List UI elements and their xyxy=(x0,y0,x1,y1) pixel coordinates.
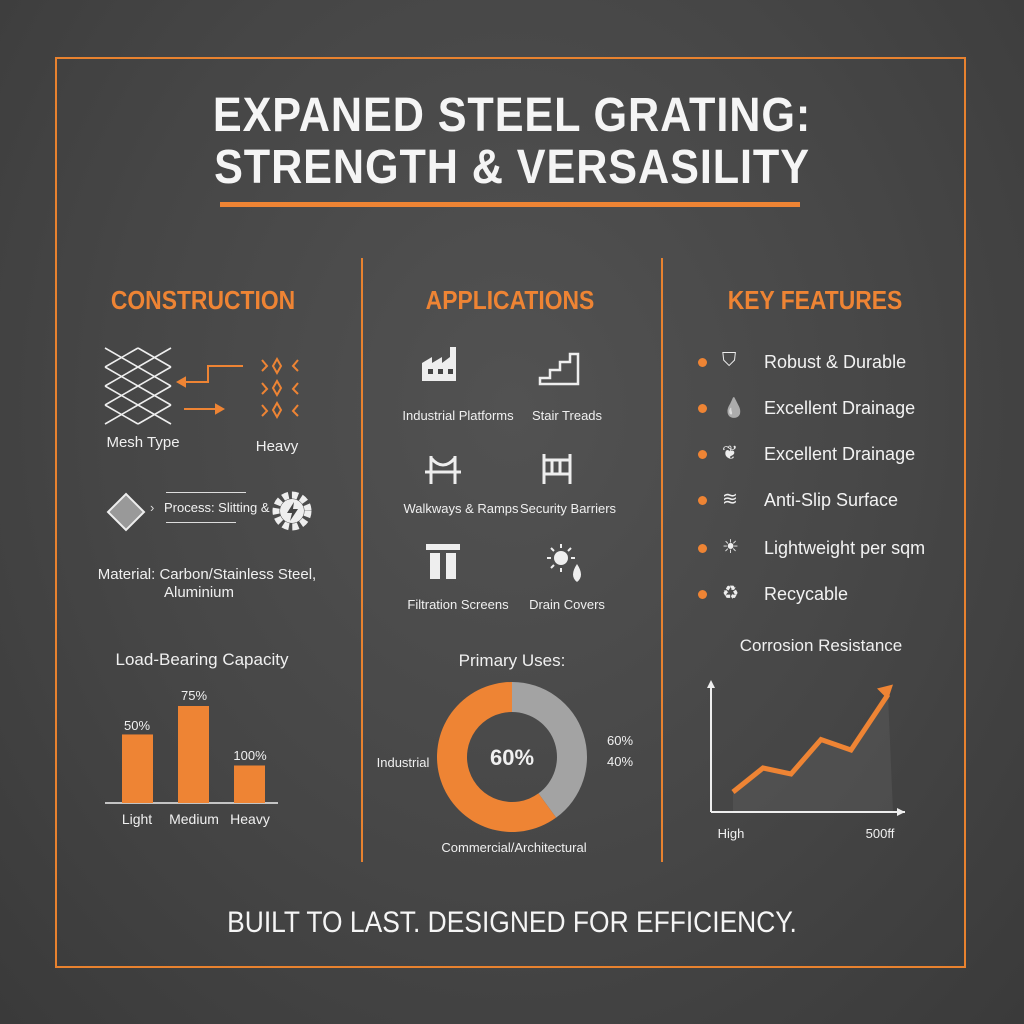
feature-item: Excellent Drainage xyxy=(764,398,916,418)
bar-category-label: Medium xyxy=(169,811,219,827)
features-heading: KEY FEATURES xyxy=(727,285,903,315)
donut-title: Primary Uses: xyxy=(458,651,566,670)
app-label: Industrial Platforms xyxy=(402,408,514,423)
gear-bolt-icon xyxy=(272,491,312,531)
applications-heading: APPLICATIONS xyxy=(425,285,595,315)
x-axis-label-start: High xyxy=(717,826,745,841)
feature-item: Recycable xyxy=(764,584,849,604)
donut-slice xyxy=(512,682,587,818)
factory-icon xyxy=(422,347,456,381)
donut-label-commercial: Commercial/Architectural xyxy=(441,840,587,855)
bar-data-label: 100% xyxy=(233,748,267,763)
donut-label-industrial: Industrial xyxy=(376,755,430,770)
shoe-grip-icon: ❦ xyxy=(722,443,738,464)
barrier-icon xyxy=(542,454,572,484)
heavy-mesh-icon xyxy=(261,356,299,420)
column-divider xyxy=(661,258,663,862)
stairs-icon xyxy=(538,352,580,386)
title-underline xyxy=(220,202,800,207)
construction-heading: CONSTRUCTION xyxy=(110,285,296,315)
feature-item: Lightweight per sqm xyxy=(764,538,926,558)
bridge-icon xyxy=(425,456,461,484)
corrosion-line xyxy=(731,693,891,794)
load-chart-title: Load-Bearing Capacity xyxy=(115,650,289,669)
bullet-dot xyxy=(698,590,707,599)
line-arrowhead xyxy=(877,684,893,700)
y-axis-arrow xyxy=(707,680,715,688)
feature-item: Excellent Drainage xyxy=(764,444,916,464)
x-axis-arrow xyxy=(897,808,905,816)
divider xyxy=(166,522,236,523)
waves-icon: ≋ xyxy=(722,489,738,510)
chevron-right-icon: › xyxy=(150,500,155,515)
sheet-icon xyxy=(106,492,146,532)
lightbulb-icon: ☀ xyxy=(722,537,740,558)
heavy-label: Heavy xyxy=(255,438,299,455)
title-line-2: STRENGTH & VERSASILITY xyxy=(214,141,810,194)
sun-drop-icon xyxy=(547,544,581,582)
bullet-dot xyxy=(698,358,707,367)
poster-frame xyxy=(55,57,966,968)
bar-data-label: 75% xyxy=(180,688,208,703)
shield-icon: ⛉ xyxy=(722,350,737,371)
area-fill xyxy=(733,694,893,812)
column-divider xyxy=(361,258,363,862)
feature-item: Robust & Durable xyxy=(764,352,907,372)
x-axis-label-end: 500ff xyxy=(865,826,895,841)
bar-heavy xyxy=(234,765,265,803)
app-label: Security Barriers xyxy=(519,501,617,516)
bullet-dot xyxy=(698,404,707,413)
bullet-dot xyxy=(698,496,707,505)
corrosion-chart-title: Corrosion Resistance xyxy=(739,636,903,655)
app-label: Walkways & Ramps xyxy=(403,501,519,516)
filter-icon xyxy=(426,544,460,579)
feature-item: Anti-Slip Surface xyxy=(764,490,899,510)
material-line-1: Material: Carbon/Stainless Steel, xyxy=(97,566,317,583)
footer-tagline: BUILT TO LAST. DESIGNED FOR EFFICIENCY. xyxy=(227,906,797,939)
app-label: Stair Treads xyxy=(531,408,603,423)
bar-data-label: 50% xyxy=(123,718,151,733)
donut-side-label: 60% xyxy=(606,733,634,748)
arrows-icon xyxy=(175,365,243,415)
donut-slice xyxy=(437,682,557,832)
droplet-icon: 💧 xyxy=(722,398,746,419)
bar-category-label: Heavy xyxy=(230,811,270,827)
process-label: Process: Slitting & xyxy=(164,500,270,515)
bullet-dot xyxy=(698,544,707,553)
divider xyxy=(166,492,246,493)
bullet-dot xyxy=(698,450,707,459)
title-line-1: EXPANED STEEL GRATING: xyxy=(212,89,812,142)
bar-medium xyxy=(178,706,209,803)
bar-light xyxy=(122,734,153,803)
donut-side-label: 40% xyxy=(606,754,634,769)
mesh-pattern-icon xyxy=(104,347,172,425)
donut-center-label: 60% xyxy=(489,745,535,770)
material-line-2: Aluminium xyxy=(163,584,235,601)
bar-category-label: Light xyxy=(121,811,153,827)
app-label: Filtration Screens xyxy=(407,597,509,612)
app-label: Drain Covers xyxy=(529,597,605,612)
recycle-icon: ♻ xyxy=(722,583,740,604)
mesh-type-label: Mesh Type xyxy=(106,434,180,451)
